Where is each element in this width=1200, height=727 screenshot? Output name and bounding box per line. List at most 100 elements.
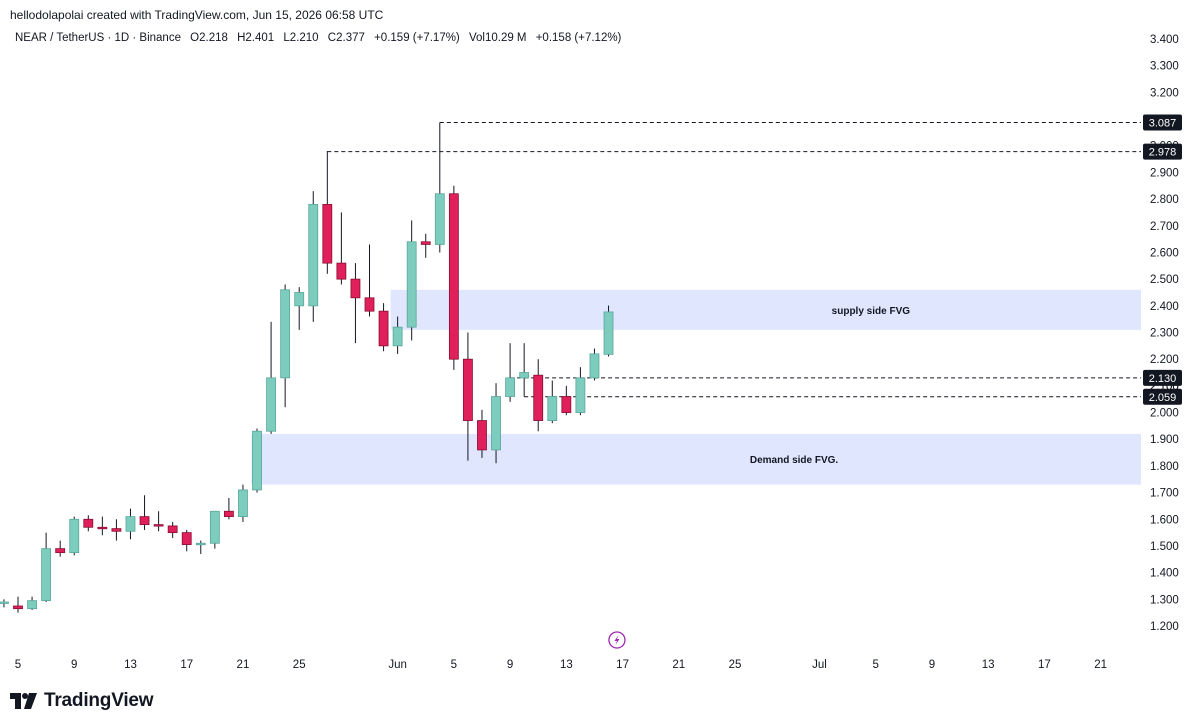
price-tag-label: 3.087: [1149, 118, 1177, 130]
bullish-candle: [294, 292, 305, 307]
price-tag: [1143, 369, 1182, 386]
tradingview-logo-icon: [10, 693, 37, 709]
bullish-candle: [589, 353, 600, 379]
y-tick-label: 3.300: [1150, 61, 1179, 73]
y-tick-label: 2.400: [1150, 301, 1179, 313]
y-tick-label: 1.900: [1150, 434, 1179, 446]
bearish-candle: [322, 204, 333, 264]
bullish-candle: [252, 430, 262, 491]
x-tick-label: 25: [729, 659, 742, 671]
y-tick-label: 1.300: [1150, 594, 1179, 606]
bearish-candle: [223, 510, 234, 518]
low-value: L2.210: [283, 32, 319, 44]
y-tick-label: 1.400: [1150, 568, 1179, 580]
bearish-candle: [477, 420, 487, 451]
bearish-candle: [111, 528, 122, 532]
change-value: +0.159 (+7.17%): [374, 32, 460, 44]
bearish-candle: [167, 525, 178, 534]
bullish-candle: [603, 311, 614, 355]
bearish-candle: [83, 518, 94, 528]
bullish-candle: [266, 377, 276, 432]
bearish-candle: [97, 526, 108, 530]
bearish-candle: [533, 374, 544, 421]
bullish-candle: [547, 396, 558, 421]
x-tick-label: 21: [672, 659, 685, 671]
bearish-candle: [448, 193, 459, 360]
y-tick-label: 2.600: [1150, 247, 1179, 259]
bearish-candle: [420, 241, 431, 245]
x-tick-label: 25: [293, 659, 306, 671]
bearish-candle: [350, 278, 361, 299]
y-tick-label: 2.900: [1150, 167, 1179, 179]
y-tick-label: 2.700: [1150, 221, 1179, 233]
bearish-candle: [378, 310, 389, 347]
bullish-candle: [406, 241, 417, 328]
bullish-candle: [238, 489, 248, 518]
x-tick-label: 13: [560, 659, 573, 671]
y-tick-label: 2.500: [1150, 274, 1179, 286]
symbol-name[interactable]: NEAR / TetherUS · 1D · Binance: [15, 32, 181, 44]
x-tick-label: 21: [1094, 659, 1107, 671]
bearish-candle: [561, 396, 572, 413]
open-value: O2.218: [190, 32, 228, 44]
volume-change-value: +0.158 (+7.12%): [535, 32, 622, 44]
x-tick-label: 17: [616, 659, 629, 671]
x-tick-label: 5: [872, 659, 878, 671]
bullish-candle: [209, 510, 220, 544]
price-tag-label: 2.059: [1149, 392, 1177, 404]
high-value: H2.401: [237, 32, 275, 44]
zone-label: supply side FVG: [832, 306, 911, 317]
price-tag: [1143, 143, 1182, 160]
price-tag: [1143, 388, 1182, 405]
y-tick-label: 1.600: [1150, 514, 1179, 526]
x-tick-label: 21: [237, 659, 250, 671]
close-value: C2.377: [327, 32, 365, 44]
bearish-candle: [13, 605, 23, 610]
x-tick-label: 9: [929, 659, 935, 671]
price-tag-label: 2.130: [1149, 373, 1177, 385]
lightning-bolt-icon: [614, 635, 620, 645]
y-tick-label: 2.200: [1150, 354, 1179, 366]
bearish-candle: [336, 262, 347, 280]
price-chart[interactable]: supply side FVG Demand side FVG. 1.200 1.30…: [0, 0, 1200, 680]
y-tick-label: 2.800: [1150, 194, 1179, 206]
x-tick-label: Jun: [388, 659, 407, 671]
bearish-candle: [139, 516, 150, 526]
x-tick-label: 13: [982, 659, 995, 671]
bearish-candle: [55, 548, 66, 554]
y-tick-label: 2.300: [1150, 328, 1179, 340]
bullish-candle: [195, 542, 206, 546]
x-tick-label: 17: [180, 659, 193, 671]
x-tick-label: 5: [15, 659, 21, 671]
fvg-zone: [390, 289, 1142, 330]
tradingview-brand[interactable]: TradingView: [10, 690, 154, 712]
bullish-candle: [0, 601, 9, 604]
price-tag-label: 2.978: [1149, 147, 1177, 159]
bullish-candle: [41, 548, 52, 602]
bullish-candle: [27, 600, 37, 610]
bearish-candle: [181, 532, 192, 546]
brand-name: TradingView: [44, 690, 154, 711]
x-tick-label: 13: [124, 659, 137, 671]
volume-value: Vol10.29 M: [468, 32, 527, 44]
bearish-candle: [364, 297, 375, 312]
y-tick-label: 3.400: [1150, 34, 1179, 46]
bullish-candle: [392, 326, 403, 347]
bullish-candle: [505, 377, 516, 397]
x-tick-label: 9: [507, 659, 513, 671]
bullish-candle: [434, 193, 445, 245]
y-tick-label: 1.800: [1150, 461, 1179, 473]
y-tick-label: 1.700: [1150, 488, 1179, 500]
x-tick-label: 17: [1038, 659, 1051, 671]
x-tick-label: 9: [71, 659, 77, 671]
bullish-candle: [575, 377, 586, 413]
bullish-candle: [519, 372, 530, 379]
x-tick-label: Jul: [812, 659, 827, 671]
y-tick-label: 1.500: [1150, 541, 1179, 553]
y-tick-label: 2.000: [1150, 408, 1179, 420]
chart-credit: hellodolapolai created with TradingView.…: [10, 8, 384, 22]
bearish-candle: [153, 524, 164, 527]
y-tick-label: 1.200: [1150, 621, 1179, 633]
y-tick-label: 3.200: [1150, 87, 1179, 99]
bullish-candle: [491, 396, 501, 451]
